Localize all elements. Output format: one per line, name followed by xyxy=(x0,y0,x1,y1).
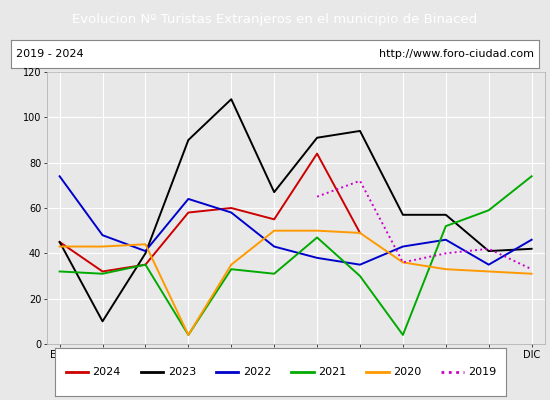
Text: 2020: 2020 xyxy=(393,367,421,377)
Text: Evolucion Nº Turistas Extranjeros en el municipio de Binaced: Evolucion Nº Turistas Extranjeros en el … xyxy=(73,12,477,26)
Text: 2019: 2019 xyxy=(469,367,497,377)
Text: 2022: 2022 xyxy=(243,367,271,377)
Text: 2024: 2024 xyxy=(92,367,121,377)
Text: 2019 - 2024: 2019 - 2024 xyxy=(16,49,84,59)
Text: http://www.foro-ciudad.com: http://www.foro-ciudad.com xyxy=(379,49,534,59)
Text: 2021: 2021 xyxy=(318,367,346,377)
Text: 2023: 2023 xyxy=(168,367,196,377)
